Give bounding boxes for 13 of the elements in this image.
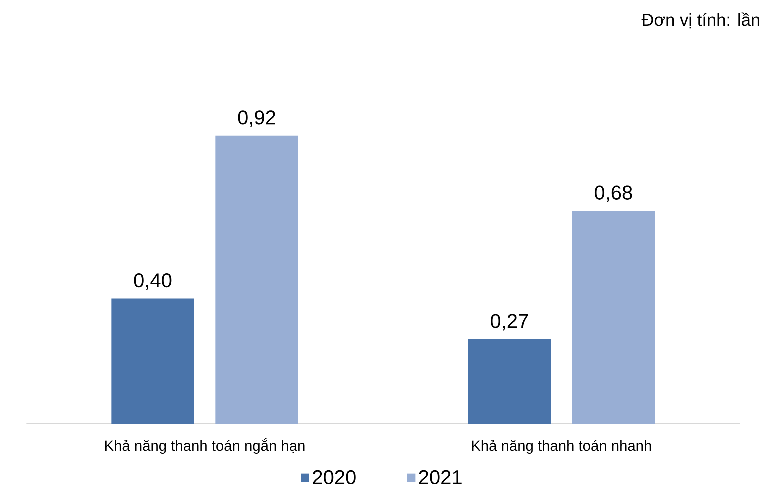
legend-label: 2021 [419,470,462,485]
legend-label: 2020 [313,470,356,485]
data-label: 0,27 [490,314,528,331]
bar [468,339,551,424]
bar [112,298,194,424]
data-label: 0,68 [594,186,632,202]
bar [216,136,298,424]
x-tick-label: Khả năng thanh toán nhanh [472,440,652,454]
data-label: 0,40 [134,273,172,290]
text: Đơn vị tính: lần [642,12,760,29]
x-tick-label: Khả năng thanh toán ngắn hạn [105,438,305,454]
data-label: 0,92 [238,110,276,128]
bar [572,211,655,424]
